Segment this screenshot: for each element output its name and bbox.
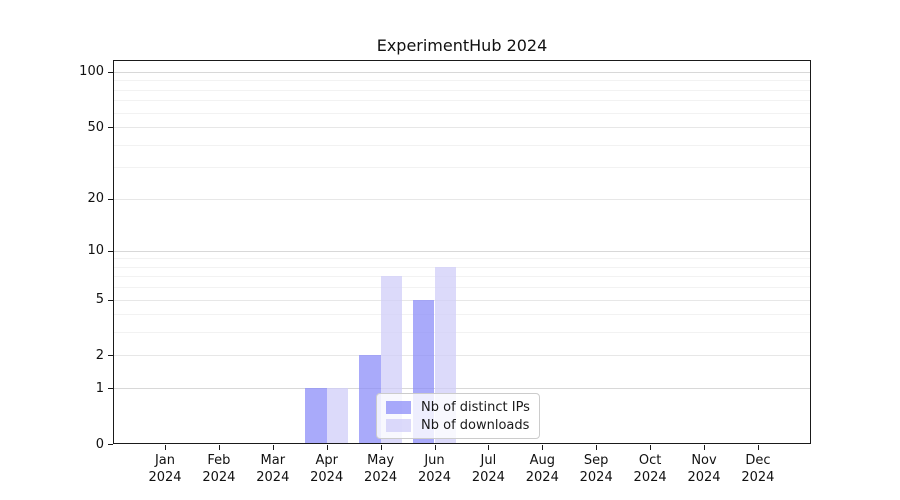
y-tick-mark xyxy=(108,198,113,200)
legend-label-distinct-ips: Nb of distinct IPs xyxy=(421,399,530,415)
bar-distinct-ips-apr xyxy=(305,388,327,444)
x-tick-label: Aug 2024 xyxy=(525,453,559,485)
legend-swatch-distinct-ips xyxy=(386,400,411,414)
gridline-minor xyxy=(113,266,811,268)
legend-label-downloads: Nb of downloads xyxy=(421,417,530,433)
x-tick-label: Jul 2024 xyxy=(471,453,505,485)
y-tick-mark xyxy=(108,444,113,445)
y-tick-mark xyxy=(108,71,113,73)
y-tick-label: 1 xyxy=(95,380,104,396)
gridline-major xyxy=(113,250,811,252)
bar-downloads-apr xyxy=(326,388,349,444)
gridline-minor xyxy=(113,112,811,114)
gridline-minor xyxy=(113,332,811,334)
gridline-minor xyxy=(113,314,811,316)
x-tick-label: Feb 2024 xyxy=(202,453,236,485)
x-tick-label: Oct 2024 xyxy=(633,453,667,485)
x-tick-label: Nov 2024 xyxy=(687,453,721,485)
x-tick-label: Mar 2024 xyxy=(256,453,290,485)
bar-distinct-ips-may xyxy=(359,355,381,444)
x-tick-mark xyxy=(272,445,274,450)
chart-title: ExperimentHub 2024 xyxy=(376,36,548,55)
legend-swatch-downloads xyxy=(386,418,411,432)
gridline-minor xyxy=(113,144,811,146)
x-tick-mark xyxy=(165,445,166,450)
gridline-major xyxy=(113,127,811,128)
y-tick-label: 50 xyxy=(87,119,104,135)
x-tick-mark xyxy=(596,445,598,450)
x-tick-mark xyxy=(757,445,759,450)
y-tick-mark xyxy=(108,250,113,252)
legend: Nb of distinct IPs Nb of downloads xyxy=(376,393,540,439)
x-tick-mark xyxy=(434,445,436,450)
plot-area xyxy=(113,60,811,444)
y-tick-label: 20 xyxy=(87,191,104,206)
gridline-major xyxy=(113,355,811,357)
x-tick-label: Dec 2024 xyxy=(741,453,775,485)
gridline-major xyxy=(113,299,811,301)
gridline-minor xyxy=(113,89,811,91)
y-tick-mark xyxy=(108,355,113,357)
y-tick-label: 5 xyxy=(95,292,104,307)
y-tick-mark xyxy=(108,127,113,128)
y-tick-label: 100 xyxy=(79,64,104,80)
y-tick-label: 10 xyxy=(87,243,104,259)
x-tick-mark xyxy=(704,445,705,450)
x-tick-label: May 2024 xyxy=(364,453,398,485)
gridline-minor xyxy=(113,258,811,260)
gridline-major xyxy=(113,71,811,73)
x-tick-label: Jun 2024 xyxy=(417,453,452,485)
x-tick-mark xyxy=(380,445,382,450)
x-tick-mark xyxy=(650,445,652,450)
y-tick-label: 0 xyxy=(95,436,104,452)
y-tick-mark xyxy=(108,388,113,390)
x-tick-mark xyxy=(218,445,220,450)
gridline-minor xyxy=(113,276,811,278)
x-tick-label: Sep 2024 xyxy=(579,453,613,485)
legend-item-distinct-ips: Nb of distinct IPs xyxy=(386,398,530,416)
gridline-major xyxy=(113,198,811,200)
x-tick-mark xyxy=(488,445,490,450)
gridline-minor xyxy=(113,167,811,169)
gridline-minor xyxy=(113,80,811,82)
y-tick-label: 2 xyxy=(95,347,104,363)
x-tick-label: Apr 2024 xyxy=(310,453,344,485)
x-tick-mark xyxy=(542,445,544,450)
gridline-major xyxy=(113,388,811,390)
x-tick-mark xyxy=(326,445,328,450)
y-tick-mark xyxy=(108,299,113,301)
legend-item-downloads: Nb of downloads xyxy=(386,416,530,434)
gridline-minor xyxy=(113,287,811,289)
gridline-minor xyxy=(113,100,811,102)
x-tick-label: Jan 2024 xyxy=(148,453,182,485)
